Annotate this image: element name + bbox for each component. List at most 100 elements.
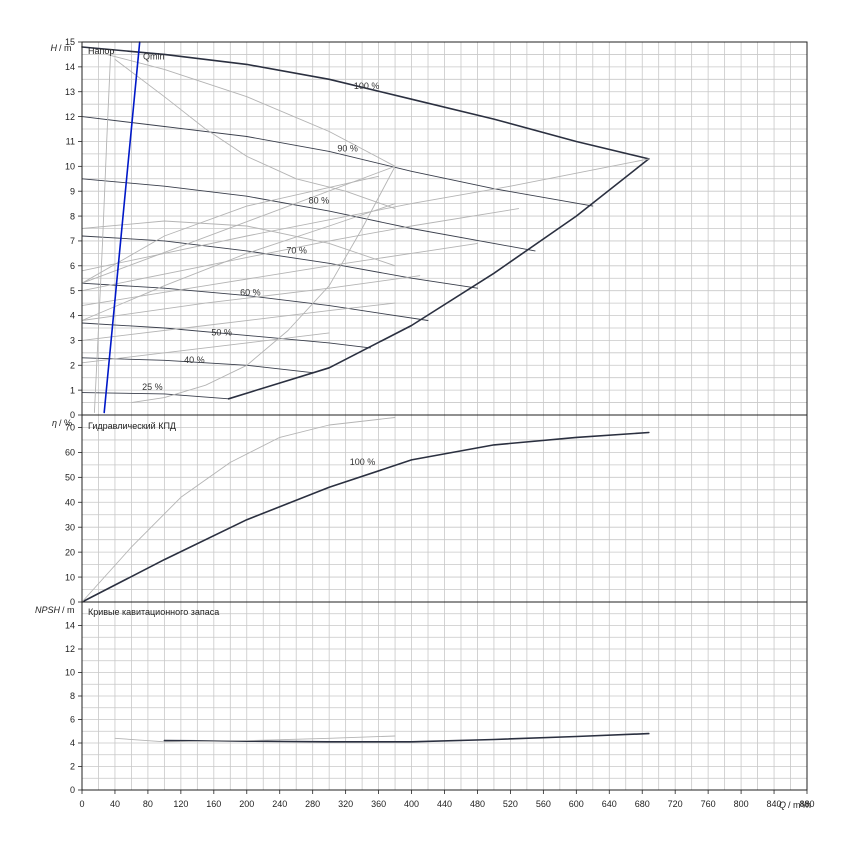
y-tick-label: 20 — [65, 547, 75, 557]
curve — [81, 175, 380, 284]
head-curve-labels: 100 % 90 % 80 % 70 % 60 % 50 % 40 % 25 % Qmin — [142, 51, 379, 392]
y-tick-label: 50 — [65, 473, 75, 483]
y-tick-label: 15 — [65, 37, 75, 47]
curve-label: 25 % — [142, 382, 163, 392]
curve — [227, 158, 650, 400]
y-tick-label: 10 — [65, 162, 75, 172]
efficiency-panel: 100 % 0 10 20 30 40 50 60 70 Гидравлический КПД… — [52, 415, 807, 607]
efficiency-y-axis-unit: / % — [59, 418, 72, 428]
y-tick-label: 9 — [70, 186, 75, 196]
curve-label: 80 % — [309, 196, 330, 206]
y-tick-label: 12 — [65, 112, 75, 122]
curve — [81, 208, 520, 292]
curve-60 — [81, 282, 429, 321]
head-y-axis-unit: / m — [59, 43, 72, 53]
x-tick-label: 880 — [799, 799, 814, 809]
frame — [81, 41, 808, 791]
y-tick-label: 60 — [65, 448, 75, 458]
y-tick-label: 2 — [70, 360, 75, 370]
curve — [130, 165, 396, 404]
curve-label: 60 % — [240, 288, 261, 298]
npsh-grid — [82, 602, 807, 790]
plot-frame — [81, 41, 808, 791]
head-panel: 100 % 90 % 80 % 70 % 60 % 50 % 40 % 25 % Qmin 0 1… — [51, 37, 807, 420]
efficiency-grid — [82, 415, 807, 602]
x-axis-ticks: 0 40 80 120 160 200 240 280 320 360 400 440 480 520 56… — [79, 790, 815, 809]
y-tick-label: 14 — [65, 621, 75, 631]
x-axis-symbol: Q — [779, 800, 786, 810]
efficiency-y-axis-symbol: η — [52, 418, 57, 428]
x-tick-label: 40 — [110, 799, 120, 809]
curve-label: 50 % — [211, 327, 232, 337]
curve-100 — [81, 46, 650, 160]
x-tick-label: 480 — [470, 799, 485, 809]
x-tick-label: 320 — [338, 799, 353, 809]
x-tick-label: 360 — [371, 799, 386, 809]
x-tick-label: 120 — [173, 799, 188, 809]
curve — [81, 242, 478, 307]
y-tick-label: 8 — [70, 211, 75, 221]
curve-70 — [81, 235, 478, 289]
curve-100 — [81, 431, 650, 603]
y-tick-label: 1 — [70, 385, 75, 395]
y-tick-label: 11 — [66, 137, 75, 147]
y-tick-label: 7 — [70, 236, 75, 246]
y-tick-label: 4 — [70, 738, 75, 748]
x-tick-label: 280 — [305, 799, 320, 809]
npsh-y-ticks: 0 2 4 6 8 10 12 14 — [65, 621, 82, 795]
y-tick-label: 70 — [65, 423, 75, 433]
y-tick-label: 8 — [70, 691, 75, 701]
x-tick-label: 0 — [79, 799, 84, 809]
x-tick-label: 80 — [143, 799, 153, 809]
curve — [81, 302, 396, 341]
x-tick-label: 400 — [404, 799, 419, 809]
x-tick-label: 640 — [602, 799, 617, 809]
curve-label: Qmin — [143, 51, 165, 61]
x-tick-label: 760 — [701, 799, 716, 809]
y-tick-label: 6 — [70, 261, 75, 271]
x-tick-label: 680 — [635, 799, 650, 809]
curve — [163, 732, 650, 743]
curve — [81, 165, 396, 284]
curve — [81, 203, 396, 321]
x-tick-label: 440 — [437, 799, 452, 809]
curve — [106, 53, 396, 167]
curve-Qmin — [103, 41, 141, 414]
x-tick-label: 520 — [503, 799, 518, 809]
npsh-y-axis-unit: / m — [62, 605, 75, 615]
y-tick-label: 40 — [65, 497, 75, 507]
y-tick-label: 5 — [70, 286, 75, 296]
npsh-y-axis-symbol: NPSH — [35, 605, 61, 615]
y-tick-label: 4 — [70, 311, 75, 321]
npsh-panel-title: Кривые кавитационного запаса — [88, 607, 219, 617]
efficiency-y-ticks: 0 10 20 30 40 50 60 70 — [65, 423, 82, 607]
curve-40 — [81, 357, 314, 374]
y-tick-label: 10 — [65, 668, 75, 678]
y-tick-label: 2 — [70, 762, 75, 772]
efficiency-curve-labels: 100 % — [350, 457, 376, 467]
curve — [114, 58, 396, 210]
curve — [81, 417, 396, 603]
y-tick-label: 3 — [70, 336, 75, 346]
y-tick-label: 0 — [70, 785, 75, 795]
x-tick-label: 720 — [668, 799, 683, 809]
x-tick-label: 600 — [569, 799, 584, 809]
curve — [93, 49, 112, 413]
head-panel-title: Напор — [88, 46, 114, 56]
curve-label: 90 % — [337, 143, 358, 153]
curve — [81, 158, 650, 272]
curve-label: 100 % — [354, 81, 380, 91]
x-tick-label: 240 — [272, 799, 287, 809]
head-grid — [82, 42, 807, 415]
x-tick-label: 840 — [767, 799, 782, 809]
curve-25 — [81, 392, 230, 400]
y-tick-label: 0 — [70, 597, 75, 607]
curve-label: 100 % — [350, 457, 376, 467]
curve-label: 40 % — [184, 355, 205, 365]
x-tick-label: 160 — [206, 799, 221, 809]
head-y-axis-symbol: H — [51, 43, 58, 53]
npsh-panel: 0 2 4 6 8 10 12 14 0 40 80 120 160 200 240 280 320 360 40… — [35, 602, 815, 810]
curve — [114, 735, 396, 743]
